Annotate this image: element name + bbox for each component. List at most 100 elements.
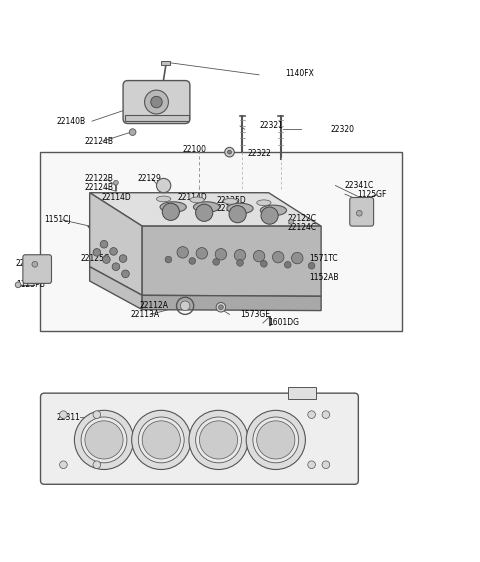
- Text: 22122B: 22122B: [85, 174, 114, 183]
- Text: 22122C: 22122C: [288, 215, 317, 224]
- FancyBboxPatch shape: [23, 255, 51, 283]
- Text: 22140B: 22140B: [56, 117, 85, 126]
- Circle shape: [234, 250, 246, 261]
- Circle shape: [93, 248, 101, 256]
- Ellipse shape: [227, 203, 253, 214]
- Circle shape: [81, 417, 127, 463]
- Bar: [161, 61, 170, 65]
- Circle shape: [151, 96, 162, 108]
- Text: 22320: 22320: [331, 125, 355, 134]
- Bar: [288, 387, 316, 400]
- Circle shape: [237, 260, 243, 266]
- Ellipse shape: [257, 200, 271, 206]
- Circle shape: [129, 129, 136, 135]
- Polygon shape: [90, 193, 321, 226]
- Circle shape: [291, 252, 303, 264]
- Circle shape: [165, 256, 172, 263]
- Circle shape: [284, 261, 291, 268]
- Text: 1125GF: 1125GF: [357, 189, 386, 198]
- Ellipse shape: [260, 205, 287, 216]
- Text: 1152AB: 1152AB: [309, 273, 339, 282]
- Circle shape: [110, 248, 117, 255]
- Circle shape: [142, 421, 180, 459]
- Circle shape: [288, 219, 293, 224]
- Circle shape: [15, 282, 21, 288]
- Circle shape: [103, 256, 110, 264]
- Circle shape: [93, 411, 101, 419]
- Text: 22113A: 22113A: [130, 310, 159, 319]
- Circle shape: [132, 410, 191, 469]
- Circle shape: [308, 461, 315, 469]
- Polygon shape: [90, 193, 142, 295]
- Circle shape: [246, 410, 305, 469]
- Text: 22124B: 22124B: [85, 137, 114, 146]
- Circle shape: [196, 417, 241, 463]
- Ellipse shape: [190, 197, 204, 203]
- Circle shape: [225, 147, 234, 157]
- Text: 1571TC: 1571TC: [309, 253, 338, 262]
- Bar: [39, 152, 402, 331]
- Circle shape: [322, 411, 330, 419]
- Circle shape: [138, 417, 184, 463]
- Circle shape: [121, 270, 129, 278]
- Circle shape: [273, 251, 284, 263]
- Text: 22125A: 22125A: [216, 205, 245, 214]
- Ellipse shape: [156, 196, 171, 202]
- Circle shape: [322, 461, 330, 469]
- Circle shape: [196, 248, 207, 259]
- Text: 22321: 22321: [259, 121, 283, 130]
- Circle shape: [261, 207, 278, 224]
- Circle shape: [112, 263, 120, 270]
- Text: 22124C: 22124C: [288, 223, 317, 232]
- Circle shape: [215, 248, 227, 260]
- Ellipse shape: [160, 202, 186, 212]
- Circle shape: [177, 247, 189, 258]
- Circle shape: [114, 180, 118, 185]
- Text: 22129: 22129: [137, 174, 161, 183]
- Circle shape: [60, 411, 67, 419]
- Text: 22341D: 22341D: [16, 259, 46, 268]
- FancyBboxPatch shape: [40, 393, 359, 484]
- Circle shape: [180, 301, 190, 311]
- Circle shape: [213, 259, 219, 265]
- Text: 1573GE: 1573GE: [240, 310, 270, 319]
- Circle shape: [144, 90, 168, 114]
- Circle shape: [85, 421, 123, 459]
- Text: 22114D: 22114D: [102, 193, 132, 202]
- Circle shape: [60, 461, 67, 469]
- Polygon shape: [142, 295, 321, 311]
- Circle shape: [199, 421, 238, 459]
- Circle shape: [156, 178, 171, 193]
- Polygon shape: [90, 267, 142, 310]
- Text: 1151CJ: 1151CJ: [44, 215, 71, 224]
- Circle shape: [196, 204, 213, 221]
- Bar: [124, 115, 189, 121]
- Ellipse shape: [223, 198, 238, 204]
- Circle shape: [216, 302, 226, 312]
- Text: 22341C: 22341C: [345, 181, 374, 190]
- Text: 1123PB: 1123PB: [16, 280, 45, 289]
- Circle shape: [93, 461, 101, 469]
- Text: 1601DG: 1601DG: [269, 319, 300, 328]
- Circle shape: [257, 421, 295, 459]
- Circle shape: [189, 410, 248, 469]
- Text: 22322: 22322: [247, 149, 271, 158]
- Circle shape: [357, 210, 362, 216]
- Circle shape: [189, 257, 196, 264]
- Circle shape: [218, 305, 223, 310]
- FancyBboxPatch shape: [350, 197, 373, 226]
- Circle shape: [229, 206, 246, 223]
- Circle shape: [261, 260, 267, 267]
- Circle shape: [308, 411, 315, 419]
- FancyBboxPatch shape: [123, 80, 190, 124]
- Ellipse shape: [193, 202, 220, 212]
- Circle shape: [162, 203, 180, 220]
- Circle shape: [253, 417, 299, 463]
- Circle shape: [228, 150, 231, 154]
- Circle shape: [100, 241, 108, 248]
- Polygon shape: [142, 226, 321, 296]
- Circle shape: [32, 261, 37, 267]
- Circle shape: [119, 255, 127, 262]
- Text: 22100: 22100: [183, 145, 207, 154]
- Text: 22125C: 22125C: [80, 253, 109, 262]
